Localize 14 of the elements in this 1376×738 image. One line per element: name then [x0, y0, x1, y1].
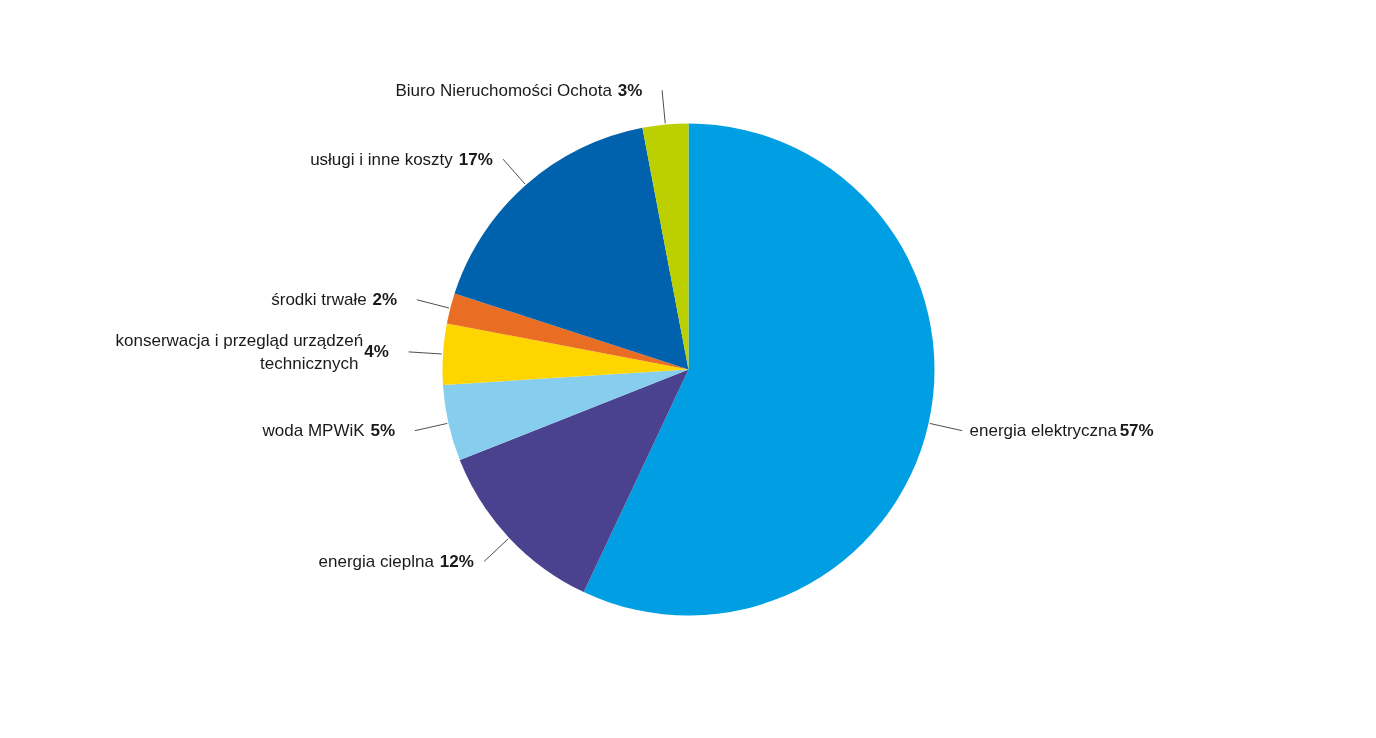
slice-label: woda MPWiK [261, 421, 366, 441]
data-label: 2% [372, 290, 398, 310]
data-label: 57% [1119, 421, 1154, 441]
slice-label: środki trwałe [271, 290, 367, 310]
slice-label: usługi i inne koszty [310, 149, 454, 169]
slice-label: konserwacja i przegląd urządzeń technicznych [115, 330, 364, 373]
slice-label: Biuro Nieruchomości Ochota [395, 80, 613, 100]
data-label: 4% [364, 342, 389, 362]
slice-label: energia elektryczna [969, 421, 1118, 441]
data-label: 5% [370, 421, 396, 441]
data-label: 17% [458, 149, 493, 169]
data-label: 12% [439, 551, 474, 571]
data-label: 3% [617, 80, 643, 100]
slice-label: energia cieplna [318, 551, 435, 571]
